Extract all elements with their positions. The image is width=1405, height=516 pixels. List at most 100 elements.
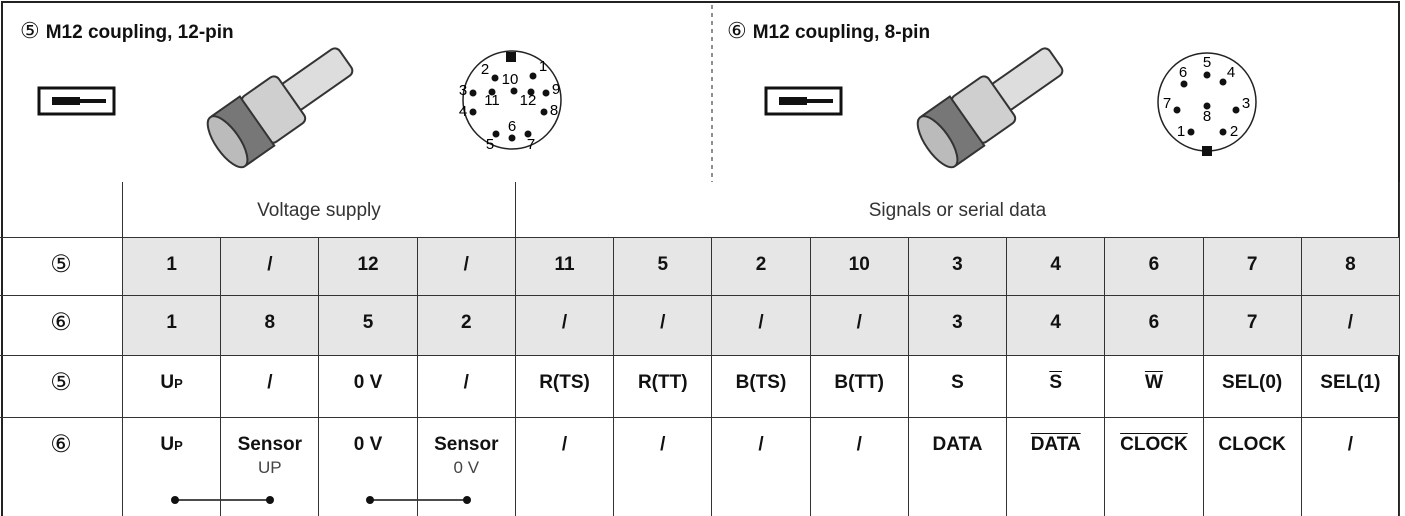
cell-text: 1 <box>166 312 177 333</box>
data-cell: / <box>417 238 516 296</box>
pin-label: 12 <box>520 92 537 109</box>
pin-label: 5 <box>486 136 494 153</box>
data-cell: 4 <box>1007 238 1106 296</box>
data-cell: 1 <box>123 238 222 296</box>
cell-text: / <box>856 434 862 455</box>
pin-label: 9 <box>552 81 560 98</box>
corner-cell <box>0 182 123 238</box>
pin-dot <box>529 72 537 80</box>
pin-dot <box>488 88 496 96</box>
group-title: Voltage supply <box>257 200 381 221</box>
cell-text: / <box>660 312 666 333</box>
pin-label: 3 <box>459 82 467 99</box>
data-cell: B(TS) <box>712 356 811 418</box>
row-label: ⑤ <box>50 251 72 278</box>
pin-dot <box>1187 128 1195 136</box>
cell-text: / <box>561 434 568 455</box>
data-cell: 12 <box>319 238 418 296</box>
row-label: ⑤ <box>50 369 72 396</box>
pin-dot <box>1232 106 1240 114</box>
cell-text: CLOCK <box>1218 434 1286 455</box>
link-2 <box>366 496 471 504</box>
cell-text: W <box>1144 372 1163 393</box>
coupling-title: M12 coupling, 12-pin <box>45 22 234 43</box>
cell-text: / <box>856 312 862 333</box>
cell-text: 11 <box>554 254 575 275</box>
data-cell: 5 <box>319 296 418 356</box>
cell-text: 2 <box>461 312 472 333</box>
data-cell: 3 <box>908 296 1008 356</box>
cell-text: S <box>951 372 964 393</box>
cell-text: S <box>1049 372 1063 393</box>
pin-label: 5 <box>1203 54 1211 71</box>
coupling-header: ⑥ M12 coupling, 8-pin <box>727 18 930 44</box>
cell-text: 0 V <box>353 434 383 455</box>
pin-dot <box>1203 102 1211 110</box>
data-cell: / <box>712 418 811 516</box>
row-label: ⑥ <box>50 431 72 458</box>
coupling-title: M12 coupling, 8-pin <box>752 22 931 43</box>
data-cell: / <box>614 296 713 356</box>
icon-left <box>37 86 116 116</box>
pin-dot <box>469 108 477 116</box>
cell-text: Sensor <box>237 434 303 455</box>
data-cell: / <box>811 418 909 516</box>
data-cell: 7 <box>1203 296 1302 356</box>
cell-text: DATA <box>932 434 983 455</box>
data-cell: UP <box>123 418 222 516</box>
cell-text: 4 <box>1050 254 1061 275</box>
cell-text: 7 <box>1246 312 1258 333</box>
data-cell: S <box>908 356 1008 418</box>
link-1 <box>171 496 274 504</box>
pin-label: 6 <box>1179 64 1187 81</box>
pin-dot <box>1203 71 1211 79</box>
cell-text: R(TT) <box>637 372 688 393</box>
pin-dot <box>540 108 548 116</box>
group-title: Signals or serial data <box>868 200 1047 221</box>
pin-dot <box>1219 78 1227 86</box>
data-cell: DATA <box>909 418 1008 516</box>
cell-text: DATA <box>1030 434 1081 455</box>
pin-label: 2 <box>1230 123 1238 140</box>
cell-text: CLOCK <box>1120 434 1188 455</box>
data-cell: SEL(0) <box>1203 356 1302 418</box>
data-cell: / <box>516 418 615 516</box>
cell-subscript: P <box>174 438 183 453</box>
data-cell: 5 <box>614 238 713 296</box>
key <box>506 52 516 62</box>
cell-text: R(TS) <box>539 372 590 393</box>
data-cell: UP <box>123 356 222 418</box>
cell-text: Sensor <box>434 434 499 455</box>
pin-label: 10 <box>502 71 519 88</box>
pin-label: 3 <box>1242 95 1250 112</box>
pin-dot <box>1173 106 1181 114</box>
cell-text: U <box>160 372 175 393</box>
data-cell: 6 <box>1105 238 1204 296</box>
data-cell: / <box>515 296 615 356</box>
data-cell: B(TT) <box>810 356 909 418</box>
cell-text: 12 <box>357 254 379 275</box>
data-cell: 11 <box>515 238 615 296</box>
cell-text: SEL(0) <box>1222 372 1283 393</box>
cell-text: / <box>267 254 273 275</box>
data-cell: 6 <box>1105 296 1204 356</box>
pin-label: 4 <box>459 103 467 120</box>
cell-text: / <box>1347 434 1354 455</box>
data-cell: 2 <box>417 296 516 356</box>
coupling-number: ⑤ <box>20 18 40 43</box>
cell-text: / <box>1347 312 1354 333</box>
coupling-number: ⑥ <box>727 18 747 43</box>
row-label-cell: ⑥ <box>0 418 123 516</box>
data-cell: 8 <box>221 296 320 356</box>
data-cell: / <box>614 418 713 516</box>
cell-text: / <box>561 312 568 333</box>
cell-text: 10 <box>848 254 870 275</box>
data-cell: / <box>221 356 320 418</box>
pin-dot <box>542 89 550 97</box>
cell-text: B(TS) <box>735 372 787 393</box>
data-cell: / <box>1301 296 1400 356</box>
pin-dot <box>491 74 499 82</box>
data-cell: 0 V <box>319 418 418 516</box>
